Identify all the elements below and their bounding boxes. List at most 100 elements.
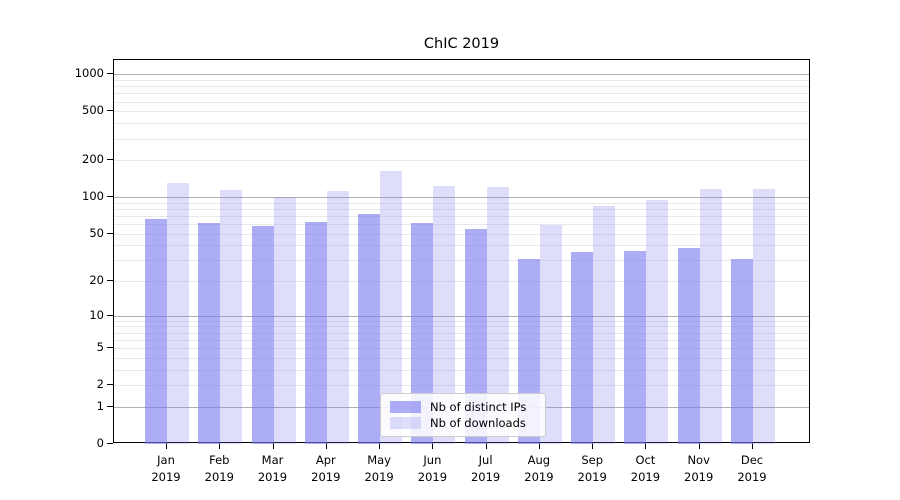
gridline-minor bbox=[114, 111, 809, 113]
y-tick-label: 500 bbox=[82, 103, 104, 118]
x-tick-mark bbox=[432, 443, 434, 449]
legend: Nb of distinct IPs Nb of downloads bbox=[380, 393, 546, 437]
y-tick-label: 100 bbox=[82, 189, 104, 203]
gridline-minor bbox=[114, 93, 809, 95]
legend-row-distinct-ips: Nb of distinct IPs bbox=[390, 400, 536, 414]
gridline-minor bbox=[114, 357, 809, 359]
gridline-minor bbox=[114, 281, 809, 283]
y-tick-mark bbox=[107, 110, 113, 112]
x-tick-mark bbox=[325, 443, 327, 449]
legend-swatch-distinct-ips bbox=[390, 400, 421, 413]
bar-downloads-jan bbox=[167, 183, 189, 444]
y-tick-mark bbox=[107, 159, 113, 161]
x-tick-label: Mar 2019 bbox=[257, 453, 288, 485]
gridline-major bbox=[114, 197, 809, 198]
gridline-minor bbox=[114, 215, 809, 217]
legend-label-distinct-ips: Nb of distinct IPs bbox=[430, 399, 527, 414]
x-tick-label: Jul 2019 bbox=[470, 453, 501, 485]
gridline-minor bbox=[114, 202, 809, 204]
gridline-minor bbox=[114, 123, 809, 125]
y-tick-label: 200 bbox=[82, 152, 104, 167]
gridline-minor bbox=[114, 101, 809, 103]
x-tick-mark bbox=[272, 443, 274, 449]
x-tick-label: Sep 2019 bbox=[577, 453, 607, 485]
bars-layer bbox=[114, 60, 809, 444]
bar-downloads-jun bbox=[433, 185, 456, 444]
legend-label-downloads: Nb of downloads bbox=[430, 416, 526, 431]
x-tick-label: Jan 2019 bbox=[151, 453, 181, 485]
x-tick-mark bbox=[752, 443, 753, 449]
gridline-minor bbox=[114, 260, 809, 262]
y-tick-mark bbox=[107, 314, 113, 316]
y-tick-mark bbox=[107, 443, 113, 444]
bar-downloads-aug bbox=[539, 224, 562, 444]
x-tick-label: Feb 2019 bbox=[204, 453, 234, 485]
bar-downloads-jul bbox=[486, 186, 509, 444]
y-tick-label: 10 bbox=[89, 307, 104, 322]
bar-distinct-ips-mar bbox=[251, 225, 274, 444]
grid-layer bbox=[114, 60, 809, 442]
bar-distinct-ips-dec bbox=[731, 258, 753, 444]
gridline-minor bbox=[114, 79, 809, 81]
y-tick-mark bbox=[107, 73, 113, 75]
y-tick-mark bbox=[107, 347, 113, 349]
y-tick-label: 0 bbox=[96, 436, 104, 450]
bar-distinct-ips-jan bbox=[145, 219, 167, 444]
bar-downloads-apr bbox=[326, 191, 349, 444]
y-tick-mark bbox=[107, 384, 113, 386]
gridline-minor bbox=[114, 320, 809, 322]
bar-downloads-may bbox=[380, 171, 403, 444]
y-tick-label: 1000 bbox=[74, 66, 104, 81]
gridline-minor bbox=[114, 385, 809, 387]
bar-distinct-ips-feb bbox=[198, 223, 221, 444]
x-tick-mark bbox=[379, 443, 381, 449]
bar-downloads-dec bbox=[753, 188, 775, 444]
x-tick-label: Apr 2019 bbox=[311, 453, 341, 485]
gridline-minor bbox=[114, 332, 809, 334]
bar-distinct-ips-may bbox=[358, 214, 381, 444]
y-tick-mark bbox=[107, 196, 113, 197]
bar-distinct-ips-apr bbox=[304, 222, 327, 444]
bar-downloads-sep bbox=[593, 206, 616, 444]
x-tick-label: Oct 2019 bbox=[630, 453, 661, 485]
gridline-minor bbox=[114, 233, 809, 235]
chart-title: ChIC 2019 bbox=[423, 36, 500, 52]
gridline-major bbox=[114, 315, 809, 317]
x-tick-label: Nov 2019 bbox=[684, 453, 714, 485]
gridline-minor bbox=[114, 138, 809, 140]
bar-downloads-nov bbox=[699, 189, 722, 444]
x-tick-mark bbox=[485, 443, 487, 449]
bar-downloads-feb bbox=[220, 189, 243, 444]
y-tick-mark bbox=[107, 280, 113, 282]
y-tick-label: 2 bbox=[96, 377, 104, 392]
legend-row-downloads: Nb of downloads bbox=[390, 416, 536, 430]
gridline-minor bbox=[114, 339, 809, 341]
gridline-minor bbox=[114, 224, 809, 225]
gridline-major bbox=[114, 74, 809, 76]
gridline-minor bbox=[114, 245, 809, 247]
bar-downloads-mar bbox=[273, 197, 296, 444]
legend-swatch-downloads bbox=[390, 417, 421, 430]
y-tick-label: 50 bbox=[89, 225, 104, 240]
x-tick-label: Jun 2019 bbox=[417, 453, 448, 485]
x-tick-mark bbox=[592, 443, 594, 449]
x-tick-mark bbox=[166, 443, 167, 449]
bar-distinct-ips-sep bbox=[571, 252, 594, 444]
x-tick-mark bbox=[538, 443, 540, 449]
gridline-minor bbox=[114, 348, 809, 350]
x-tick-label: Dec 2019 bbox=[737, 453, 767, 485]
gridline-minor bbox=[114, 326, 809, 328]
y-tick-label: 1 bbox=[96, 398, 104, 413]
x-tick-label: May 2019 bbox=[364, 453, 394, 485]
y-tick-label: 5 bbox=[96, 340, 104, 355]
bar-distinct-ips-oct bbox=[624, 250, 647, 444]
x-tick-mark bbox=[698, 443, 700, 449]
y-tick-mark bbox=[107, 232, 113, 234]
gridline-minor bbox=[114, 160, 809, 162]
bar-downloads-oct bbox=[646, 199, 669, 444]
gridline-minor bbox=[114, 369, 809, 371]
bar-distinct-ips-nov bbox=[677, 247, 700, 444]
bar-distinct-ips-jul bbox=[464, 228, 487, 444]
gridline-minor bbox=[114, 86, 809, 88]
y-tick-mark bbox=[107, 405, 113, 407]
